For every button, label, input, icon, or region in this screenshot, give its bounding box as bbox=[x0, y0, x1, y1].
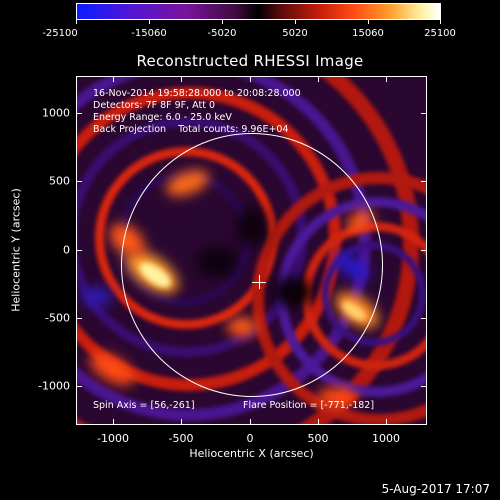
x-tickmark-top bbox=[250, 76, 251, 82]
x-tickmark bbox=[318, 419, 319, 425]
y-tickmark bbox=[76, 113, 82, 114]
x-tick-label: 500 bbox=[307, 432, 329, 445]
y-tickmark-right bbox=[421, 318, 427, 319]
info-spin-axis: Spin Axis = [56,-261] bbox=[93, 400, 195, 411]
y-tick-label: -500 bbox=[45, 311, 70, 325]
colorbar-tickmark bbox=[295, 20, 296, 24]
x-tick-label: -1000 bbox=[97, 432, 129, 445]
x-tickmark-top bbox=[181, 76, 182, 82]
colorbar-tickmark bbox=[76, 20, 77, 24]
y-tickmark-right bbox=[421, 113, 427, 114]
x-tickmark bbox=[386, 419, 387, 425]
info-detectors: Detectors: 7F 8F 9F, Att 0 bbox=[93, 100, 216, 111]
y-tickmark bbox=[76, 386, 82, 387]
x-tickmark bbox=[250, 419, 251, 425]
x-tickmark-top bbox=[113, 76, 114, 82]
colorbar-tick-label: -15060 bbox=[131, 28, 167, 39]
colorbar-tickmark bbox=[222, 20, 223, 24]
y-tickmark-right bbox=[421, 386, 427, 387]
colorbar-tickmark bbox=[368, 20, 369, 24]
colorbar-tick-label: 5020 bbox=[282, 28, 308, 39]
y-tick-label: 0 bbox=[63, 243, 70, 257]
colorbar-tick-label: -25100 bbox=[42, 28, 78, 39]
info-energy-range: Energy Range: 6.0 - 25.0 keV bbox=[93, 112, 232, 123]
chart-title: Reconstructed RHESSI Image bbox=[136, 52, 364, 70]
spin-axis-cross-vertical bbox=[259, 275, 260, 289]
y-tick-label: -1000 bbox=[38, 379, 70, 393]
colorbar-tick-label: 25100 bbox=[424, 28, 456, 39]
colorbar-tick-label: 15060 bbox=[352, 28, 384, 39]
y-tickmark-right bbox=[421, 181, 427, 182]
solar-limb-circle bbox=[121, 133, 383, 397]
x-tick-label: -500 bbox=[168, 432, 194, 445]
info-time-range: 16-Nov-2014 19:58:28.000 to 20:08:28.000 bbox=[93, 88, 301, 99]
y-tickmark-right bbox=[421, 250, 427, 251]
x-tickmark bbox=[181, 419, 182, 425]
colorbar bbox=[76, 3, 441, 20]
colorbar-tickmark bbox=[149, 20, 150, 24]
y-tick-label: 1000 bbox=[42, 106, 70, 120]
y-tickmark bbox=[76, 318, 82, 319]
y-tick-label: 500 bbox=[49, 174, 70, 188]
x-axis-label: Heliocentric X (arcsec) bbox=[189, 447, 314, 460]
y-tickmark bbox=[76, 181, 82, 182]
y-tickmark bbox=[76, 250, 82, 251]
colorbar-tick-label: -5020 bbox=[207, 28, 237, 39]
footer-date: 5-Aug-2017 17:07 bbox=[381, 482, 490, 496]
info-method-counts: Back Projection Total counts: 9.96E+04 bbox=[93, 124, 289, 135]
x-tickmark-top bbox=[386, 76, 387, 82]
x-tick-label: 0 bbox=[246, 432, 254, 445]
colorbar-tickmark bbox=[440, 20, 441, 24]
x-tickmark-top bbox=[318, 76, 319, 82]
heatmap-plot-area bbox=[76, 76, 427, 425]
x-tick-label: 1000 bbox=[372, 432, 400, 445]
y-axis-label: Heliocentric Y (arcsec) bbox=[9, 188, 23, 312]
info-flare-position: Flare Position = [-771,-182] bbox=[243, 400, 375, 411]
x-tickmark bbox=[113, 419, 114, 425]
